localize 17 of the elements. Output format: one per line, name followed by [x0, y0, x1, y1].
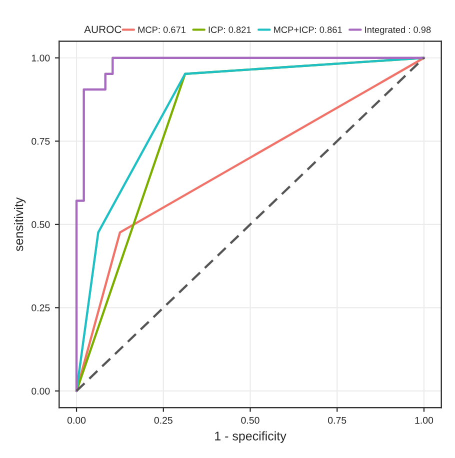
y-tick-label: 0.50: [32, 221, 50, 228]
legend-label: MCP+ICP: 0.861: [274, 26, 342, 33]
x-tick-label: 1.00: [415, 416, 434, 424]
x-tick-label: 0.25: [154, 416, 172, 424]
x-tick-label: 0.00: [67, 416, 86, 424]
y-tick-label: 0.75: [32, 138, 50, 145]
y-tick-label: 0.00: [32, 388, 50, 395]
y-axis-title: sensitivity: [14, 197, 26, 252]
legend-label: MCP: 0.671: [138, 26, 186, 33]
x-tick-label: 0.50: [241, 416, 260, 424]
legend-title: AUROC: [84, 26, 122, 34]
x-tick-label: 0.75: [328, 416, 346, 424]
x-axis-title: 1 - specificity: [215, 431, 286, 443]
legend-label: Integrated : 0.98: [365, 26, 431, 35]
y-tick-label: 0.25: [32, 304, 50, 312]
legend-label: ICP: 0.821: [208, 26, 251, 33]
y-tick-label: 1.00: [32, 54, 50, 62]
